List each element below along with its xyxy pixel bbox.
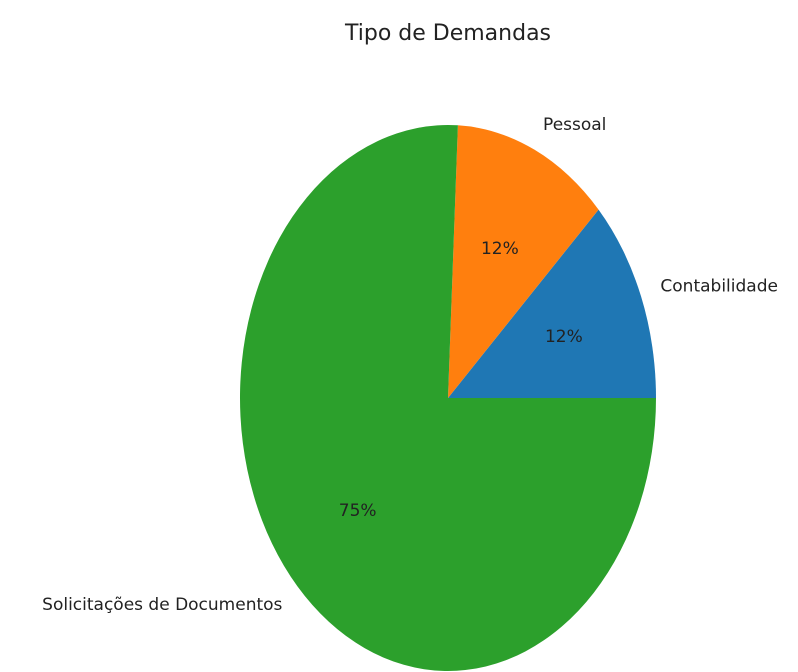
- pie-slice: [448, 209, 656, 398]
- slice-label: Pessoal: [543, 115, 606, 135]
- percent-label: 75%: [339, 501, 377, 521]
- slice-label: Contabilidade: [660, 276, 778, 296]
- slice-label: Solicitações de Documentos: [42, 595, 282, 615]
- pie-slice: [448, 125, 599, 399]
- pie-slice: [240, 125, 656, 672]
- percent-label: 12%: [545, 327, 583, 347]
- percent-label: 12%: [481, 239, 519, 259]
- chart-title: Tipo de Demandas: [344, 21, 551, 46]
